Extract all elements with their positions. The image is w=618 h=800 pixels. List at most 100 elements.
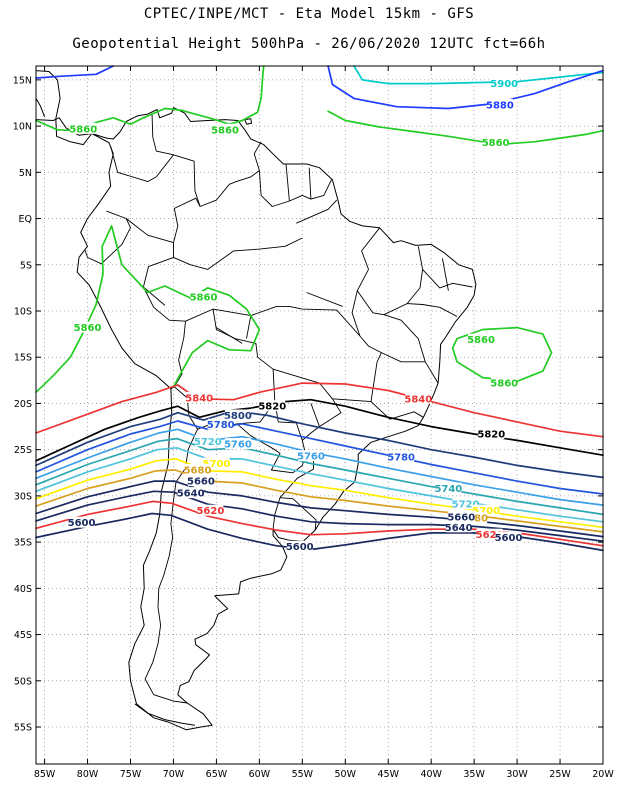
lon-tick-label: 85W: [34, 769, 56, 780]
contour-line-5860: [451, 326, 553, 383]
contour-label: 5840: [404, 394, 432, 405]
contour-line-5900: [353, 65, 604, 85]
contour-label-background: [478, 427, 505, 439]
contour-label: 5900: [490, 79, 518, 90]
contour-label: 5600: [495, 533, 523, 544]
contour-label: 5860: [69, 124, 97, 135]
lon-tick-label: 30W: [506, 769, 528, 780]
contour-label-background: [468, 333, 495, 345]
contour-label: 5680: [184, 466, 212, 477]
border-line: [144, 429, 198, 704]
border-line: [310, 403, 320, 427]
contour-label-background: [286, 540, 313, 552]
contour-label-background: [482, 136, 509, 148]
border-line: [84, 210, 131, 265]
contour-label: 5640: [177, 489, 205, 500]
contour-labels-layer: 5900 5880 5860 5860 5860 5860 5860 5860 5860 5840…: [68, 77, 523, 553]
lat-tick-label: 5S: [20, 260, 32, 271]
border-line: [125, 197, 201, 244]
contour-label: 5740: [434, 484, 462, 495]
contour-label: 5860: [467, 335, 495, 346]
contour-label-background: [74, 321, 101, 333]
contour-line-5660: [35, 480, 604, 538]
contour-label-background: [190, 291, 217, 303]
contour-label: 5860: [490, 379, 518, 390]
contour-label: 5860: [74, 323, 102, 334]
contour-label-background: [70, 122, 97, 134]
contour-line-5640: [35, 490, 604, 543]
contour-label: 5780: [387, 453, 415, 464]
lat-tick-label: 55S: [14, 723, 32, 734]
contour-label-background: [224, 409, 251, 421]
contour-label-background: [473, 504, 500, 516]
contour-line-5860: [327, 110, 604, 145]
lat-tick-label: 50S: [14, 676, 32, 687]
lat-tick-label: 10N: [13, 122, 32, 133]
contour-label: 5880: [486, 100, 514, 111]
border-line: [441, 258, 449, 291]
border-line: [279, 454, 317, 531]
contour-label-background: [388, 451, 415, 463]
contour-label-background: [405, 392, 432, 404]
contour-line-5840: [35, 382, 604, 438]
coastline: [35, 98, 46, 117]
contour-line-5760: [35, 428, 604, 506]
contour-label-background: [197, 504, 224, 516]
contour-label-background: [452, 498, 479, 510]
contour-label: 5780: [207, 420, 235, 431]
contour-label-background: [486, 98, 513, 110]
lat-tick-label: 30S: [14, 491, 32, 502]
lon-tick-label: 35W: [463, 769, 485, 780]
border-line: [185, 308, 276, 425]
contour-label-background: [68, 516, 95, 528]
lat-tick-label: 15S: [14, 353, 32, 364]
border-line: [356, 290, 426, 362]
lat-tick-label: EQ: [19, 214, 32, 225]
contour-line-5880: [35, 65, 115, 79]
contour-label: 5720: [452, 500, 480, 511]
lon-tick-label: 20W: [592, 769, 614, 780]
lat-tick-label: 45S: [14, 630, 32, 641]
border-line: [246, 315, 252, 339]
contour-label: 5840: [185, 393, 213, 404]
border-line: [173, 141, 262, 207]
border-line: [296, 199, 338, 224]
contour-label: 5660: [187, 477, 215, 488]
contour-label-background: [194, 435, 221, 447]
border-line: [308, 167, 312, 200]
coastline: [244, 118, 253, 125]
border-line: [285, 163, 290, 202]
lon-tick-label: 65W: [206, 769, 228, 780]
contour-label: 5700: [202, 459, 230, 470]
contour-label: 5860: [211, 125, 239, 136]
contour-label: 5760: [297, 452, 325, 463]
lon-tick-label: 55W: [292, 769, 314, 780]
contour-line-5680: [35, 469, 604, 533]
coastline: [35, 117, 92, 136]
contour-label-background: [184, 464, 211, 476]
contour-label: 5860: [190, 293, 218, 304]
contour-line-5780: [35, 420, 604, 495]
lon-tick-label: 80W: [77, 769, 99, 780]
contour-label-background: [207, 418, 234, 430]
contour-label-background: [203, 457, 230, 469]
contour-label-background: [224, 438, 251, 450]
border-line: [110, 113, 174, 183]
contour-line-5800: [35, 409, 604, 479]
border-line: [306, 292, 343, 307]
contour-label: 5800: [224, 411, 252, 422]
contour-label-background: [448, 511, 475, 523]
lon-tick-label: 45W: [377, 769, 399, 780]
contour-line-5740: [35, 437, 604, 516]
lat-tick-label: 10S: [14, 306, 32, 317]
border-line: [216, 327, 243, 344]
lon-tick-label: 60W: [249, 769, 271, 780]
map-title-line-1: CPTEC/INPE/MCT - Eta Model 15km - GFS: [143, 6, 475, 22]
lon-tick-label: 75W: [120, 769, 142, 780]
coastline: [35, 70, 93, 146]
lat-tick-label: 35S: [14, 538, 32, 549]
contour-label-background: [186, 391, 213, 403]
contour-label: 5700: [472, 506, 500, 517]
contour-label: 5660: [447, 513, 475, 524]
